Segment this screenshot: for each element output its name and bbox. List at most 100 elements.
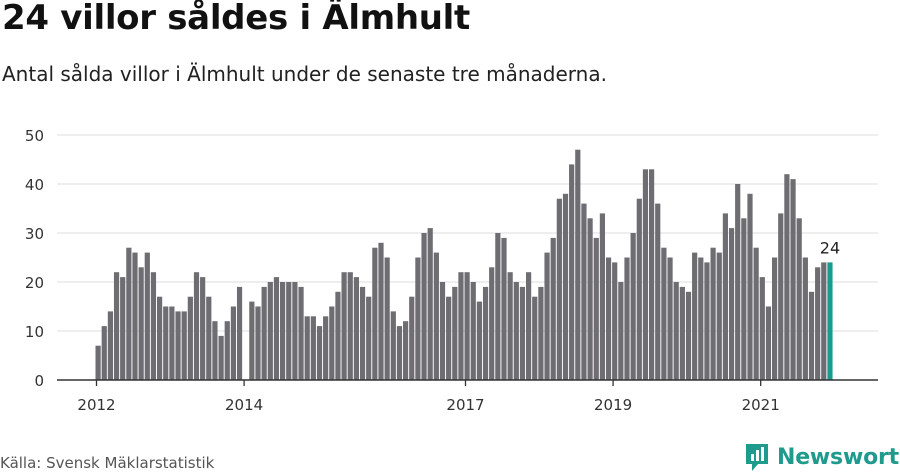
bar — [255, 306, 261, 380]
bar — [298, 286, 304, 380]
bar — [569, 164, 575, 380]
bar — [286, 282, 292, 380]
bar — [341, 272, 347, 380]
bar — [236, 286, 243, 380]
bar — [366, 296, 372, 380]
bar — [821, 262, 827, 380]
bar — [452, 286, 458, 380]
bar — [323, 316, 329, 380]
bar — [642, 169, 649, 380]
bar — [446, 296, 452, 380]
bar — [685, 291, 692, 380]
y-axis-ticks: 0 10 20 30 40 50 — [25, 127, 44, 390]
bar — [433, 252, 439, 380]
bar — [230, 306, 236, 380]
bar — [150, 272, 157, 380]
bar — [507, 272, 513, 380]
bar — [335, 291, 341, 380]
bar — [710, 247, 716, 380]
bar — [409, 296, 415, 380]
bar — [464, 272, 470, 380]
bar — [778, 213, 784, 380]
bar — [728, 228, 735, 380]
annotations: 24 — [820, 238, 840, 257]
bar — [403, 321, 409, 380]
bar — [470, 282, 476, 380]
bar — [107, 311, 113, 380]
bar — [163, 306, 169, 380]
bar — [427, 228, 433, 380]
chart-title: 24 villor såldes i Älmhult — [2, 0, 470, 38]
bar — [132, 252, 138, 380]
bar — [261, 286, 267, 380]
bar — [593, 237, 599, 380]
bar — [95, 345, 101, 380]
bar — [618, 282, 624, 380]
bar — [698, 257, 704, 380]
bar — [157, 296, 163, 380]
x-tick-label: 2019 — [594, 396, 632, 414]
bar — [292, 282, 298, 380]
bar — [396, 326, 403, 380]
bar — [581, 203, 587, 380]
bar — [753, 247, 759, 380]
bar — [772, 257, 778, 380]
bar — [359, 286, 366, 380]
bar — [439, 282, 446, 380]
bar — [790, 179, 796, 380]
bar — [636, 198, 642, 380]
bar — [390, 311, 396, 380]
y-tick-label: 20 — [25, 274, 44, 292]
bar — [815, 267, 821, 380]
bar — [544, 252, 550, 380]
bar — [655, 203, 661, 380]
newsworthy-logo-icon — [746, 444, 768, 471]
bar — [458, 272, 464, 380]
bar — [550, 237, 556, 380]
y-tick-label: 10 — [25, 323, 44, 341]
bar — [329, 306, 335, 380]
bar — [747, 193, 753, 380]
bar — [101, 326, 107, 380]
bar — [759, 277, 765, 380]
bar — [802, 257, 808, 380]
bar — [526, 272, 532, 380]
bar — [649, 169, 655, 380]
bar — [765, 306, 772, 380]
bar — [519, 286, 526, 380]
x-tick-label: 2017 — [446, 396, 484, 414]
brand-logo: Newsworthy — [744, 441, 900, 473]
bar — [562, 193, 569, 380]
bar — [716, 252, 722, 380]
bar — [661, 247, 667, 380]
bar — [796, 218, 802, 380]
bar — [138, 267, 144, 380]
bar — [144, 252, 150, 380]
bar — [784, 174, 790, 380]
bar — [501, 237, 507, 380]
bar — [667, 257, 673, 380]
bar — [612, 262, 618, 380]
bar — [378, 242, 384, 380]
bar — [169, 306, 175, 380]
bar — [692, 252, 698, 380]
bar — [212, 321, 218, 380]
x-tick-label: 2021 — [742, 396, 780, 414]
bar — [679, 286, 685, 380]
bar — [193, 272, 200, 380]
y-tick-label: 0 — [34, 372, 44, 390]
bar — [316, 326, 323, 380]
value-annotation: 24 — [820, 238, 840, 257]
bar — [495, 233, 501, 380]
bar — [532, 296, 538, 380]
bar — [421, 233, 427, 380]
y-tick-label: 40 — [25, 176, 44, 194]
bar — [722, 213, 728, 380]
bar — [347, 272, 353, 380]
chart-subtitle: Antal sålda villor i Älmhult under de se… — [2, 62, 607, 86]
bar — [575, 149, 581, 380]
source-note: Källa: Svensk Mäklarstatistik — [0, 454, 215, 472]
bar — [599, 213, 605, 380]
x-tick-label: 2014 — [225, 396, 263, 414]
